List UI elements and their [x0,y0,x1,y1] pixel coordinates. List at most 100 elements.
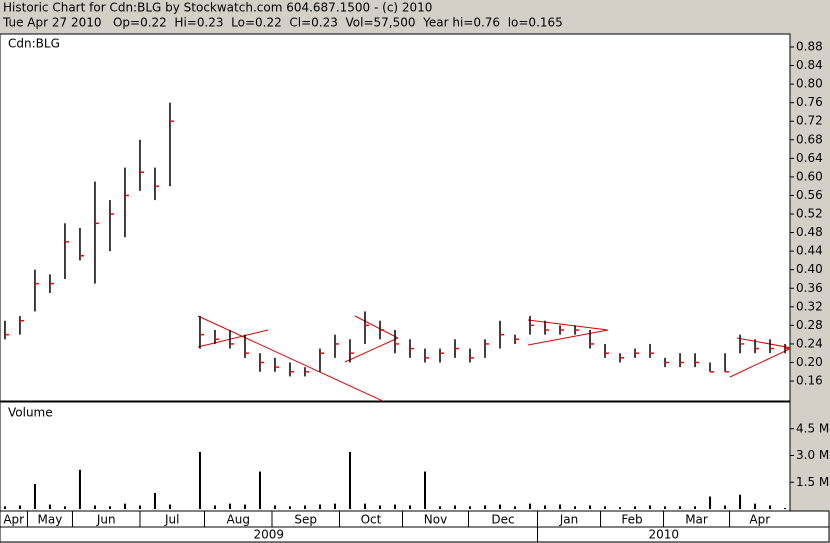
trend-lines [197,315,790,401]
trend-line [729,348,790,378]
volume-bar [724,505,727,509]
y-tick-label: 0.20 [796,355,823,369]
chart-title: Historic Chart for Cdn:BLG by Stockwatch… [3,1,432,15]
y-tick-label: 0.16 [796,374,823,388]
volume-bar [228,503,231,509]
panel-title: Volume [8,406,53,420]
y-tick-label: 0.52 [796,207,823,221]
y-tick-label: 0.68 [796,132,823,146]
x-tick-label: Mar [685,513,708,527]
volume-bar [33,484,36,509]
volume-bar [694,506,697,509]
volume-bar [709,496,712,509]
y-tick-label: 0.40 [796,262,823,276]
x-tick-label: Sep [294,513,317,527]
y-tick-label: 0.44 [796,244,823,258]
volume-bar [454,505,457,509]
volume-bar [754,503,757,509]
x-tick-label: Nov [424,513,447,527]
volume-bar [409,505,412,509]
volume-bar [499,504,502,509]
x-tick-label: Jun [96,513,116,527]
panel-title: Cdn:BLG [8,37,60,51]
volume-bar [48,504,51,509]
y-tick-label: 0.76 [796,95,823,109]
y-tick-label: 0.32 [796,299,823,313]
x-tick-label: Apr [749,513,770,527]
x-tick-label: May [38,513,63,527]
trend-line [197,329,269,348]
volume-bar [168,504,171,509]
volume-bar [529,503,532,509]
x-tick-label: Apr [3,513,24,527]
volume-bar [664,506,667,509]
y-tick-label: 0.28 [796,318,823,332]
y-tick-label: 0.84 [796,58,823,72]
volume-bar [604,506,607,509]
y-tick-label: 0.64 [796,151,823,165]
y-tick-label: 3.0 M [796,448,829,462]
volume-bar [153,492,156,509]
volume-bar [213,505,216,509]
volume-bar [574,506,577,509]
volume-bar [544,505,547,509]
volume-bar [739,494,742,509]
volume-bar [634,506,637,509]
y-tick-label: 0.48 [796,225,823,239]
y-tick-label: 0.88 [796,39,823,53]
volume-bar [619,507,622,509]
trend-line [736,337,790,349]
volume-bar [93,505,96,509]
x-tick-label: Dec [491,513,514,527]
volume-bar [469,506,472,509]
volume-bar [198,451,201,509]
y-tick-label: 0.36 [796,281,823,295]
y-tick-label: 0.80 [796,77,823,91]
x-tick-label: Feb [621,513,642,527]
volume-bar [589,505,592,509]
volume-bar [769,505,772,509]
volume-bar [784,507,787,509]
volume-bar [424,471,427,509]
volume-bar [679,506,682,509]
volume-bar [303,505,306,509]
volume-bar [18,505,21,509]
trend-line [527,329,609,346]
trend-line [344,337,399,363]
volume-bar [318,504,321,509]
volume-bar [3,506,6,509]
year-label: 2009 [253,528,284,542]
y-tick-label: 0.24 [796,336,823,350]
y-tick-label: 0.72 [796,114,823,128]
trend-line [527,319,609,331]
volume-bar [439,506,442,509]
x-tick-label: Jan [559,513,579,527]
volume-bar [363,503,366,509]
y-tick-label: 4.5 M [796,421,829,435]
y-tick-label: 0.60 [796,169,823,183]
volume-bar [484,505,487,509]
y-tick-label: 0.56 [796,188,823,202]
volume-bar [243,504,246,509]
volume-bar [288,506,291,509]
volume-bar [273,505,276,509]
volume-bar [378,505,381,509]
volume-bar [258,471,261,509]
volume-bar [348,451,351,509]
volume-bar [63,506,66,509]
volume-bar [108,506,111,509]
volume-bar [394,504,396,509]
year-label: 2010 [648,528,679,542]
volume-bar [649,505,652,509]
volume-bar [78,469,81,509]
volume-bar [138,505,141,509]
volume-bar [123,503,126,509]
trend-line [354,315,399,339]
x-tick-label: Jul [164,513,179,527]
y-tick-label: 1.5 M [796,475,829,489]
x-tick-label: Aug [227,513,250,527]
volume-bar [333,503,336,509]
quote-line: Tue Apr 27 2010 Op=0.22 Hi=0.23 Lo=0.22 … [2,16,563,30]
volume-bar [514,506,517,509]
